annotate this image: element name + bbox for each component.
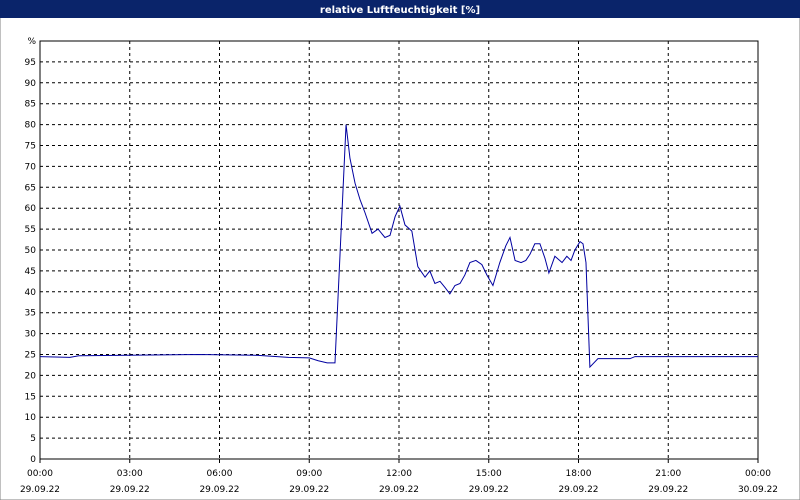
x-tick-date: 29.09.22: [289, 485, 329, 495]
y-tick-label: %: [27, 37, 36, 47]
x-tick-date: 30.09.22: [738, 485, 778, 495]
y-tick-label: 85: [25, 100, 36, 110]
x-tick-label: 18:00: [566, 469, 592, 479]
y-tick-label: 30: [25, 330, 37, 340]
x-tick-date: 29.09.22: [648, 485, 688, 495]
x-tick-label: 06:00: [207, 469, 233, 479]
x-tick-date: 29.09.22: [469, 485, 509, 495]
y-tick-label: 65: [25, 183, 36, 193]
y-tick-label: 60: [25, 204, 37, 214]
y-tick-label: 55: [25, 225, 36, 235]
plot-area: 0 5 10 15 20 25 30 35 40 45 50 55 60 65 70 75 80 85 90 95% 0…: [20, 37, 778, 495]
y-tick-label: 10: [25, 413, 37, 423]
x-tick-label: 00:00: [745, 469, 771, 479]
x-tick-date: 29.09.22: [199, 485, 239, 495]
title-bar: [0, 0, 800, 18]
x-tick-label: 12:00: [386, 469, 412, 479]
y-tick-label: 80: [25, 121, 37, 131]
y-tick-label: 5: [30, 434, 36, 444]
x-tick-date: 29.09.22: [20, 485, 60, 495]
y-tick-label: 70: [25, 162, 37, 172]
x-tick-date: 29.09.22: [379, 485, 419, 495]
plot-border: [39, 40, 759, 460]
x-tick-label: 15:00: [476, 469, 502, 479]
y-tick-label: 40: [25, 288, 37, 298]
y-tick-label: 20: [25, 371, 37, 381]
y-tick-label: 35: [25, 309, 36, 319]
x-tick-date: 29.09.22: [558, 485, 598, 495]
x-tick-label: 21:00: [655, 469, 681, 479]
y-tick-label: 50: [25, 246, 37, 256]
chart-title: relative Luftfeuchtigkeit [%]: [320, 5, 480, 16]
x-tick-label: 00:00: [27, 469, 53, 479]
y-tick-label: 75: [25, 142, 36, 152]
y-tick-label: 95: [25, 58, 36, 68]
y-tick-label: 15: [25, 392, 36, 402]
x-tick-date: 29.09.22: [110, 485, 150, 495]
x-tick-label: 09:00: [296, 469, 322, 479]
x-tick-label: 03:00: [117, 469, 143, 479]
y-tick-label: 90: [25, 79, 37, 89]
y-tick-label: 0: [30, 455, 36, 465]
y-tick-label: 25: [25, 351, 36, 361]
y-tick-label: 45: [25, 267, 36, 277]
data-line: [39, 124, 758, 369]
